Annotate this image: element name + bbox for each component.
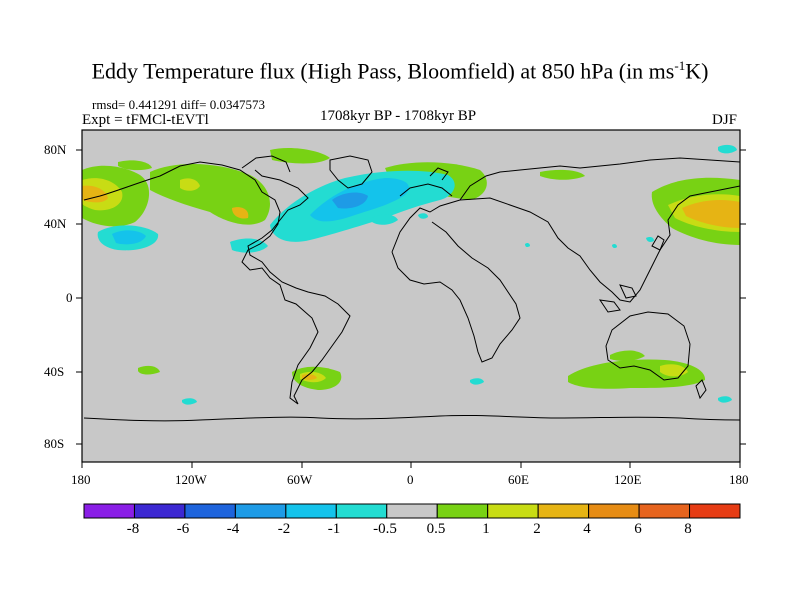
colorbar-box	[335, 503, 388, 519]
period-label: 1708kyr BP - 1708kyr BP	[320, 108, 477, 124]
colorbar-label: 1	[482, 521, 490, 537]
colorbar-label: -4	[226, 521, 240, 537]
colorbar-box	[537, 503, 590, 519]
colorbar-label: -8	[126, 521, 140, 537]
colorbar-box	[234, 503, 287, 519]
colorbar-box	[83, 503, 135, 519]
colorbar-label: 6	[634, 521, 642, 537]
lat-label-40n: 40N	[44, 216, 67, 231]
colorbar-box	[386, 503, 438, 519]
colorbar-label: 2	[533, 521, 541, 537]
colorbar-box	[689, 503, 741, 519]
colorbar-label: 4	[583, 521, 591, 537]
negative-anomaly-patches	[97, 144, 737, 405]
colorbar-box	[133, 503, 186, 519]
colorbar-label: -0.5	[373, 521, 397, 537]
lon-label-120w: 120W	[175, 472, 207, 487]
lon-label-60w: 60W	[287, 472, 313, 487]
lon-ticks	[81, 462, 741, 468]
season-label: DJF	[712, 112, 738, 128]
lat-label-80n: 80N	[44, 142, 67, 157]
colorbar-box	[285, 503, 337, 519]
colorbar-label: 0.5	[426, 521, 446, 537]
plot-title: Eddy Temperature flux (High Pass, Bloomf…	[91, 58, 709, 84]
colorbar	[83, 503, 741, 519]
colorbar-label: 8	[684, 521, 692, 537]
colorbar-label: -2	[277, 521, 291, 537]
lat-label-40s: 40S	[44, 364, 65, 379]
experiment-label: Expt = tFMCl-tEVTl	[82, 112, 209, 128]
stats-text: rmsd= 0.441291 diff= 0.0347573	[92, 97, 265, 112]
lon-label-180w: 180	[71, 472, 91, 487]
coastlines	[83, 155, 741, 422]
colorbar-box	[487, 503, 539, 519]
lon-label-120e: 120E	[614, 472, 642, 487]
colorbar-box	[638, 503, 691, 519]
lat-ticks	[76, 149, 746, 445]
colorbar-box	[184, 503, 236, 519]
lon-label-60e: 60E	[508, 472, 529, 487]
lon-label-180e: 180	[729, 472, 749, 487]
colorbar-box	[436, 503, 489, 519]
lat-label-0: 0	[66, 290, 73, 305]
lat-label-80s: 80S	[44, 436, 65, 451]
colorbar-label: -1	[327, 521, 341, 537]
colorbar-label: -6	[176, 521, 190, 537]
colorbar-box	[588, 503, 640, 519]
positive-anomaly-patches	[82, 147, 740, 390]
lon-label-0: 0	[407, 472, 414, 487]
